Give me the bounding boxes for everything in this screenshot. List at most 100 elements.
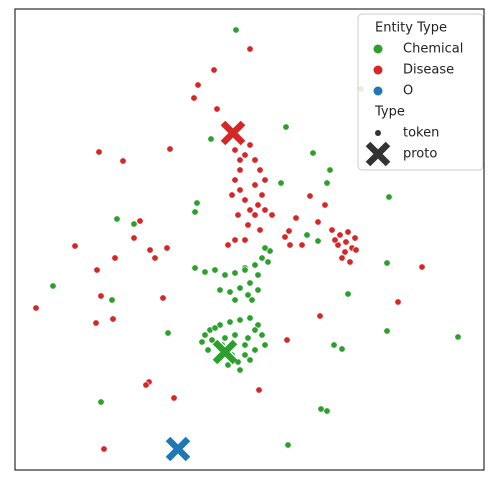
token-point [258, 254, 266, 262]
token-point [211, 324, 219, 332]
token-point [231, 331, 239, 339]
token-point [323, 407, 331, 415]
token-point [204, 346, 212, 354]
token-point [283, 336, 291, 344]
token-point [231, 236, 239, 244]
token-point [97, 398, 105, 406]
token-point [268, 211, 276, 219]
token-point [221, 271, 229, 279]
token-point [244, 291, 252, 299]
legend-label: token [403, 126, 439, 141]
token-point [236, 316, 244, 324]
token-point [277, 179, 285, 187]
token-point [454, 333, 462, 341]
token-point [208, 336, 216, 344]
token-point [241, 266, 249, 274]
token-point [71, 242, 79, 250]
token-point [49, 282, 57, 290]
token-point [234, 211, 242, 219]
token-point [385, 193, 393, 201]
legend-marker [365, 141, 391, 167]
token-point [351, 234, 359, 242]
token-point [264, 258, 272, 266]
token-point [130, 220, 138, 228]
token-point [241, 351, 249, 359]
token-point [193, 199, 201, 207]
legend-label: O [403, 84, 413, 99]
legend-title: Type [374, 105, 405, 120]
token-point [316, 312, 324, 320]
token-point [226, 288, 234, 296]
token-point [216, 286, 224, 294]
token-point [246, 314, 254, 322]
token-point [108, 296, 116, 304]
token-point [298, 241, 306, 249]
token-point [256, 226, 264, 234]
token-point [231, 146, 239, 154]
token-point [241, 151, 249, 159]
token-point [261, 206, 269, 214]
token-point [251, 156, 259, 164]
token-point [331, 236, 339, 244]
token-point [286, 241, 294, 249]
proto-point [165, 436, 191, 462]
token-point [251, 346, 259, 354]
token-point [236, 156, 244, 164]
token-point [254, 201, 262, 209]
token-point [213, 105, 221, 113]
token-point [306, 192, 314, 200]
token-point [130, 234, 138, 242]
legend-label: Disease [403, 63, 454, 78]
legend-label: Chemical [403, 42, 463, 57]
token-point [244, 334, 252, 342]
token-point [258, 191, 266, 199]
token-point [255, 386, 263, 394]
token-point [246, 206, 254, 214]
token-point [256, 166, 264, 174]
token-point [136, 217, 144, 225]
token-point [326, 166, 334, 174]
proto-point [212, 339, 238, 365]
token-point [142, 381, 150, 389]
token-point [224, 241, 232, 249]
token-point [394, 298, 402, 306]
token-point [344, 290, 352, 298]
token-point [282, 123, 290, 131]
token-point [323, 179, 331, 187]
token-point [164, 329, 172, 337]
token-point [146, 246, 154, 254]
token-point [231, 296, 239, 304]
token-point [93, 266, 101, 274]
token-point [338, 254, 346, 262]
token-point [244, 221, 252, 229]
legend-label: proto [403, 147, 437, 162]
legend: Entity Type Chemical Disease O Type token prot… [357, 13, 484, 171]
token-point [251, 211, 259, 219]
token-point [201, 268, 209, 276]
token-point [109, 315, 117, 323]
token-point [346, 258, 354, 266]
token-point [341, 248, 349, 256]
legend-title: Entity Type [375, 21, 447, 36]
token-point [254, 271, 262, 279]
token-point [97, 292, 105, 300]
token-point [352, 246, 360, 254]
token-point [328, 226, 336, 234]
token-point [258, 331, 266, 339]
legend-marker [375, 130, 381, 136]
token-point [246, 356, 254, 364]
token-point [210, 66, 218, 74]
token-point [251, 181, 259, 189]
token-point [284, 441, 292, 449]
token-point [111, 254, 119, 262]
token-point [317, 405, 325, 413]
token-point [383, 327, 391, 335]
token-point [231, 176, 239, 184]
token-point [261, 341, 269, 349]
legend-box [357, 13, 484, 171]
token-point [241, 196, 249, 204]
token-point [170, 394, 178, 402]
token-point [166, 145, 174, 153]
token-point [226, 318, 234, 326]
token-point [292, 214, 300, 222]
